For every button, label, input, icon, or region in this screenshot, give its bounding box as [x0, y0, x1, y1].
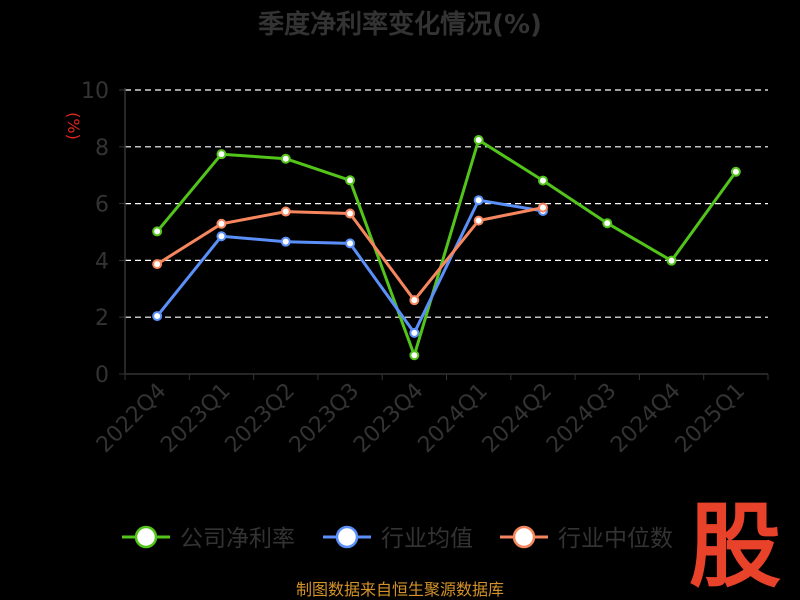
data-point [473, 134, 484, 145]
x-tick-label: 2024Q2 [478, 379, 557, 458]
legend-label[interactable]: 行业中位数 [558, 526, 673, 552]
x-tick-label: 2025Q1 [671, 379, 750, 458]
data-point [280, 236, 291, 247]
data-point [409, 327, 420, 338]
data-point [409, 295, 420, 306]
x-tick-label: 2023Q1 [156, 379, 235, 458]
y-tick-label: 4 [95, 249, 109, 274]
data-point [345, 208, 356, 219]
y-tick-label: 2 [95, 306, 109, 331]
data-point [152, 311, 163, 322]
legend-marker[interactable] [335, 525, 359, 549]
x-tick-label: 2024Q1 [413, 379, 492, 458]
chart-title: 季度净利率变化情况(%) [258, 9, 542, 40]
y-tick-label: 0 [95, 363, 109, 388]
data-point [730, 166, 741, 177]
data-point [216, 231, 227, 242]
data-point [152, 226, 163, 237]
legend-label[interactable]: 公司净利率 [180, 526, 295, 552]
data-point [409, 350, 420, 361]
legend-marker[interactable] [134, 525, 158, 549]
y-tick-label: 10 [81, 79, 109, 104]
data-point [152, 259, 163, 270]
x-tick-label: 2023Q4 [349, 379, 428, 458]
data-point [473, 215, 484, 226]
y-tick-label: 8 [95, 136, 109, 161]
data-point [537, 202, 548, 213]
source-note: 制图数据来自恒生聚源数据库 [296, 580, 504, 599]
x-tick-label: 2024Q4 [606, 379, 685, 458]
data-point [602, 218, 613, 229]
data-point [345, 238, 356, 249]
legend-label[interactable]: 行业均值 [381, 526, 473, 552]
data-point [280, 206, 291, 217]
x-tick-label: 2022Q4 [92, 379, 171, 458]
y-tick-label: 6 [95, 193, 109, 218]
logo: 股 [689, 493, 781, 600]
data-point [216, 149, 227, 160]
x-tick-label: 2023Q3 [285, 379, 364, 458]
data-point [280, 153, 291, 164]
x-tick-label: 2024Q3 [542, 379, 621, 458]
x-tick-label: 2023Q2 [221, 379, 300, 458]
series-line-2 [156, 206, 544, 302]
data-point [473, 195, 484, 206]
series-line-0 [156, 138, 738, 357]
data-point [666, 255, 677, 266]
data-point [345, 175, 356, 186]
y-axis-label: (%) [64, 112, 83, 140]
data-point [537, 175, 548, 186]
data-point [216, 218, 227, 229]
legend-marker[interactable] [512, 525, 536, 549]
